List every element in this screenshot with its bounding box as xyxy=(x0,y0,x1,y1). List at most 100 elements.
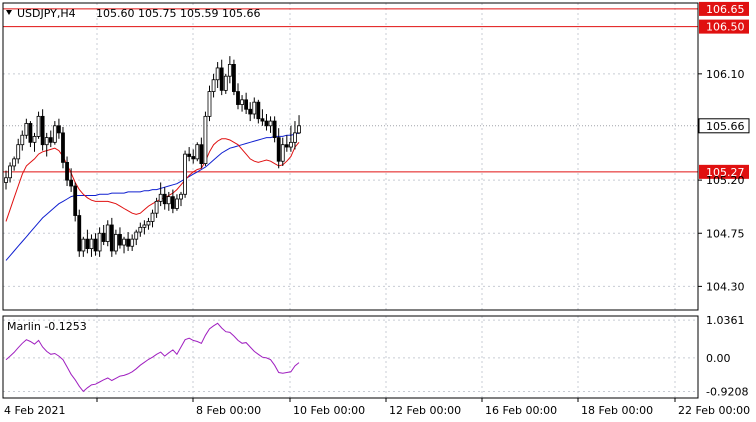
candle[interactable] xyxy=(240,95,244,112)
candle[interactable] xyxy=(207,85,212,122)
candle[interactable] xyxy=(101,224,106,246)
candle[interactable] xyxy=(272,116,277,143)
candle[interactable] xyxy=(52,121,57,145)
candle[interactable] xyxy=(138,222,143,237)
candle[interactable] xyxy=(122,236,126,254)
candle[interactable] xyxy=(187,147,192,162)
candle-body-bullish xyxy=(89,238,94,249)
candle[interactable] xyxy=(32,132,37,152)
time-axis: 4 Feb 2021 8 Feb 00:00 10 Feb 00:00 12 Feb … xyxy=(4,398,750,417)
candle-body-bullish xyxy=(8,165,12,179)
collapse-triangle-icon[interactable] xyxy=(6,10,12,15)
candle[interactable] xyxy=(81,236,86,257)
candle[interactable] xyxy=(109,217,114,257)
candle[interactable] xyxy=(244,92,249,114)
candle[interactable] xyxy=(16,138,21,164)
candle[interactable] xyxy=(166,191,171,211)
candle-body-bearish xyxy=(118,234,122,246)
candles[interactable] xyxy=(4,56,301,257)
candle[interactable] xyxy=(77,209,82,257)
candle[interactable] xyxy=(203,111,208,166)
candle-body-bullish xyxy=(297,125,301,134)
candle[interactable] xyxy=(256,99,261,124)
candle[interactable] xyxy=(175,194,179,211)
oscillator-panel-frame xyxy=(2,315,699,399)
candle[interactable] xyxy=(73,182,78,222)
candle[interactable] xyxy=(118,227,122,249)
candle[interactable] xyxy=(215,62,220,89)
candle[interactable] xyxy=(264,113,269,131)
candle[interactable] xyxy=(85,229,90,254)
candle[interactable] xyxy=(28,121,33,148)
candle-body-bullish xyxy=(24,123,29,136)
candle[interactable] xyxy=(227,56,232,84)
candle[interactable] xyxy=(113,229,118,255)
candle-body-bullish xyxy=(44,137,49,146)
candle[interactable] xyxy=(199,137,204,169)
candle[interactable] xyxy=(276,128,281,169)
candle[interactable] xyxy=(24,118,29,139)
candle[interactable] xyxy=(44,132,49,157)
candle[interactable] xyxy=(105,220,110,247)
candle-body-bullish xyxy=(81,238,86,252)
candle-body-bullish xyxy=(288,141,293,148)
candle[interactable] xyxy=(69,168,74,192)
horizontal-levels[interactable]: 106.65 106.50 105.27 105.66 xyxy=(3,1,750,179)
candle[interactable] xyxy=(8,162,12,183)
candle-body-bearish xyxy=(236,91,240,105)
candle[interactable] xyxy=(65,156,69,187)
candle[interactable] xyxy=(179,191,183,207)
candle-body-bearish xyxy=(256,101,261,120)
candle[interactable] xyxy=(223,73,228,94)
candle-body-bullish xyxy=(122,238,126,246)
candle[interactable] xyxy=(232,59,236,96)
candle[interactable] xyxy=(61,126,65,169)
candle[interactable] xyxy=(89,234,94,257)
candle[interactable] xyxy=(4,170,8,190)
candle[interactable] xyxy=(154,197,159,218)
candle[interactable] xyxy=(126,232,130,251)
price-grid xyxy=(3,3,698,310)
candle-body-bearish xyxy=(170,196,175,209)
candle[interactable] xyxy=(150,209,155,228)
candle-body-bullish xyxy=(146,221,151,226)
candle[interactable] xyxy=(260,109,265,126)
candle[interactable] xyxy=(40,109,45,151)
candle[interactable] xyxy=(219,59,224,96)
candle[interactable] xyxy=(162,187,167,210)
candle[interactable] xyxy=(211,73,216,98)
candle[interactable] xyxy=(183,150,187,198)
chart-symbol-title: USDJPY,H4 xyxy=(17,7,76,20)
candle[interactable] xyxy=(293,121,297,150)
oscillator-tick-label: 0.00 xyxy=(706,352,731,365)
candle-body-bearish xyxy=(93,238,98,252)
candle[interactable] xyxy=(195,142,200,162)
candle[interactable] xyxy=(142,220,147,235)
candle[interactable] xyxy=(170,189,175,214)
candle[interactable] xyxy=(268,116,273,133)
candle-body-bullish xyxy=(16,144,21,160)
candle[interactable] xyxy=(57,118,61,139)
candle[interactable] xyxy=(158,182,163,207)
candle[interactable] xyxy=(12,156,17,171)
candle[interactable] xyxy=(20,130,25,151)
candle[interactable] xyxy=(252,97,257,119)
candle[interactable] xyxy=(288,125,293,152)
candle[interactable] xyxy=(248,102,253,122)
candle[interactable] xyxy=(280,137,285,166)
candle[interactable] xyxy=(236,83,240,110)
candle[interactable] xyxy=(97,227,102,257)
candle[interactable] xyxy=(93,233,98,256)
candle[interactable] xyxy=(191,149,196,164)
candle[interactable] xyxy=(146,217,151,230)
candle[interactable] xyxy=(130,234,135,251)
candle[interactable] xyxy=(134,229,139,246)
candle[interactable] xyxy=(48,130,53,148)
time-tick-label: 10 Feb 00:00 xyxy=(293,404,365,417)
candle[interactable] xyxy=(284,135,289,152)
candle-body-bullish xyxy=(280,144,285,162)
price-tick-label: 104.75 xyxy=(706,227,745,240)
candle[interactable] xyxy=(36,111,41,139)
candle[interactable] xyxy=(297,115,301,135)
